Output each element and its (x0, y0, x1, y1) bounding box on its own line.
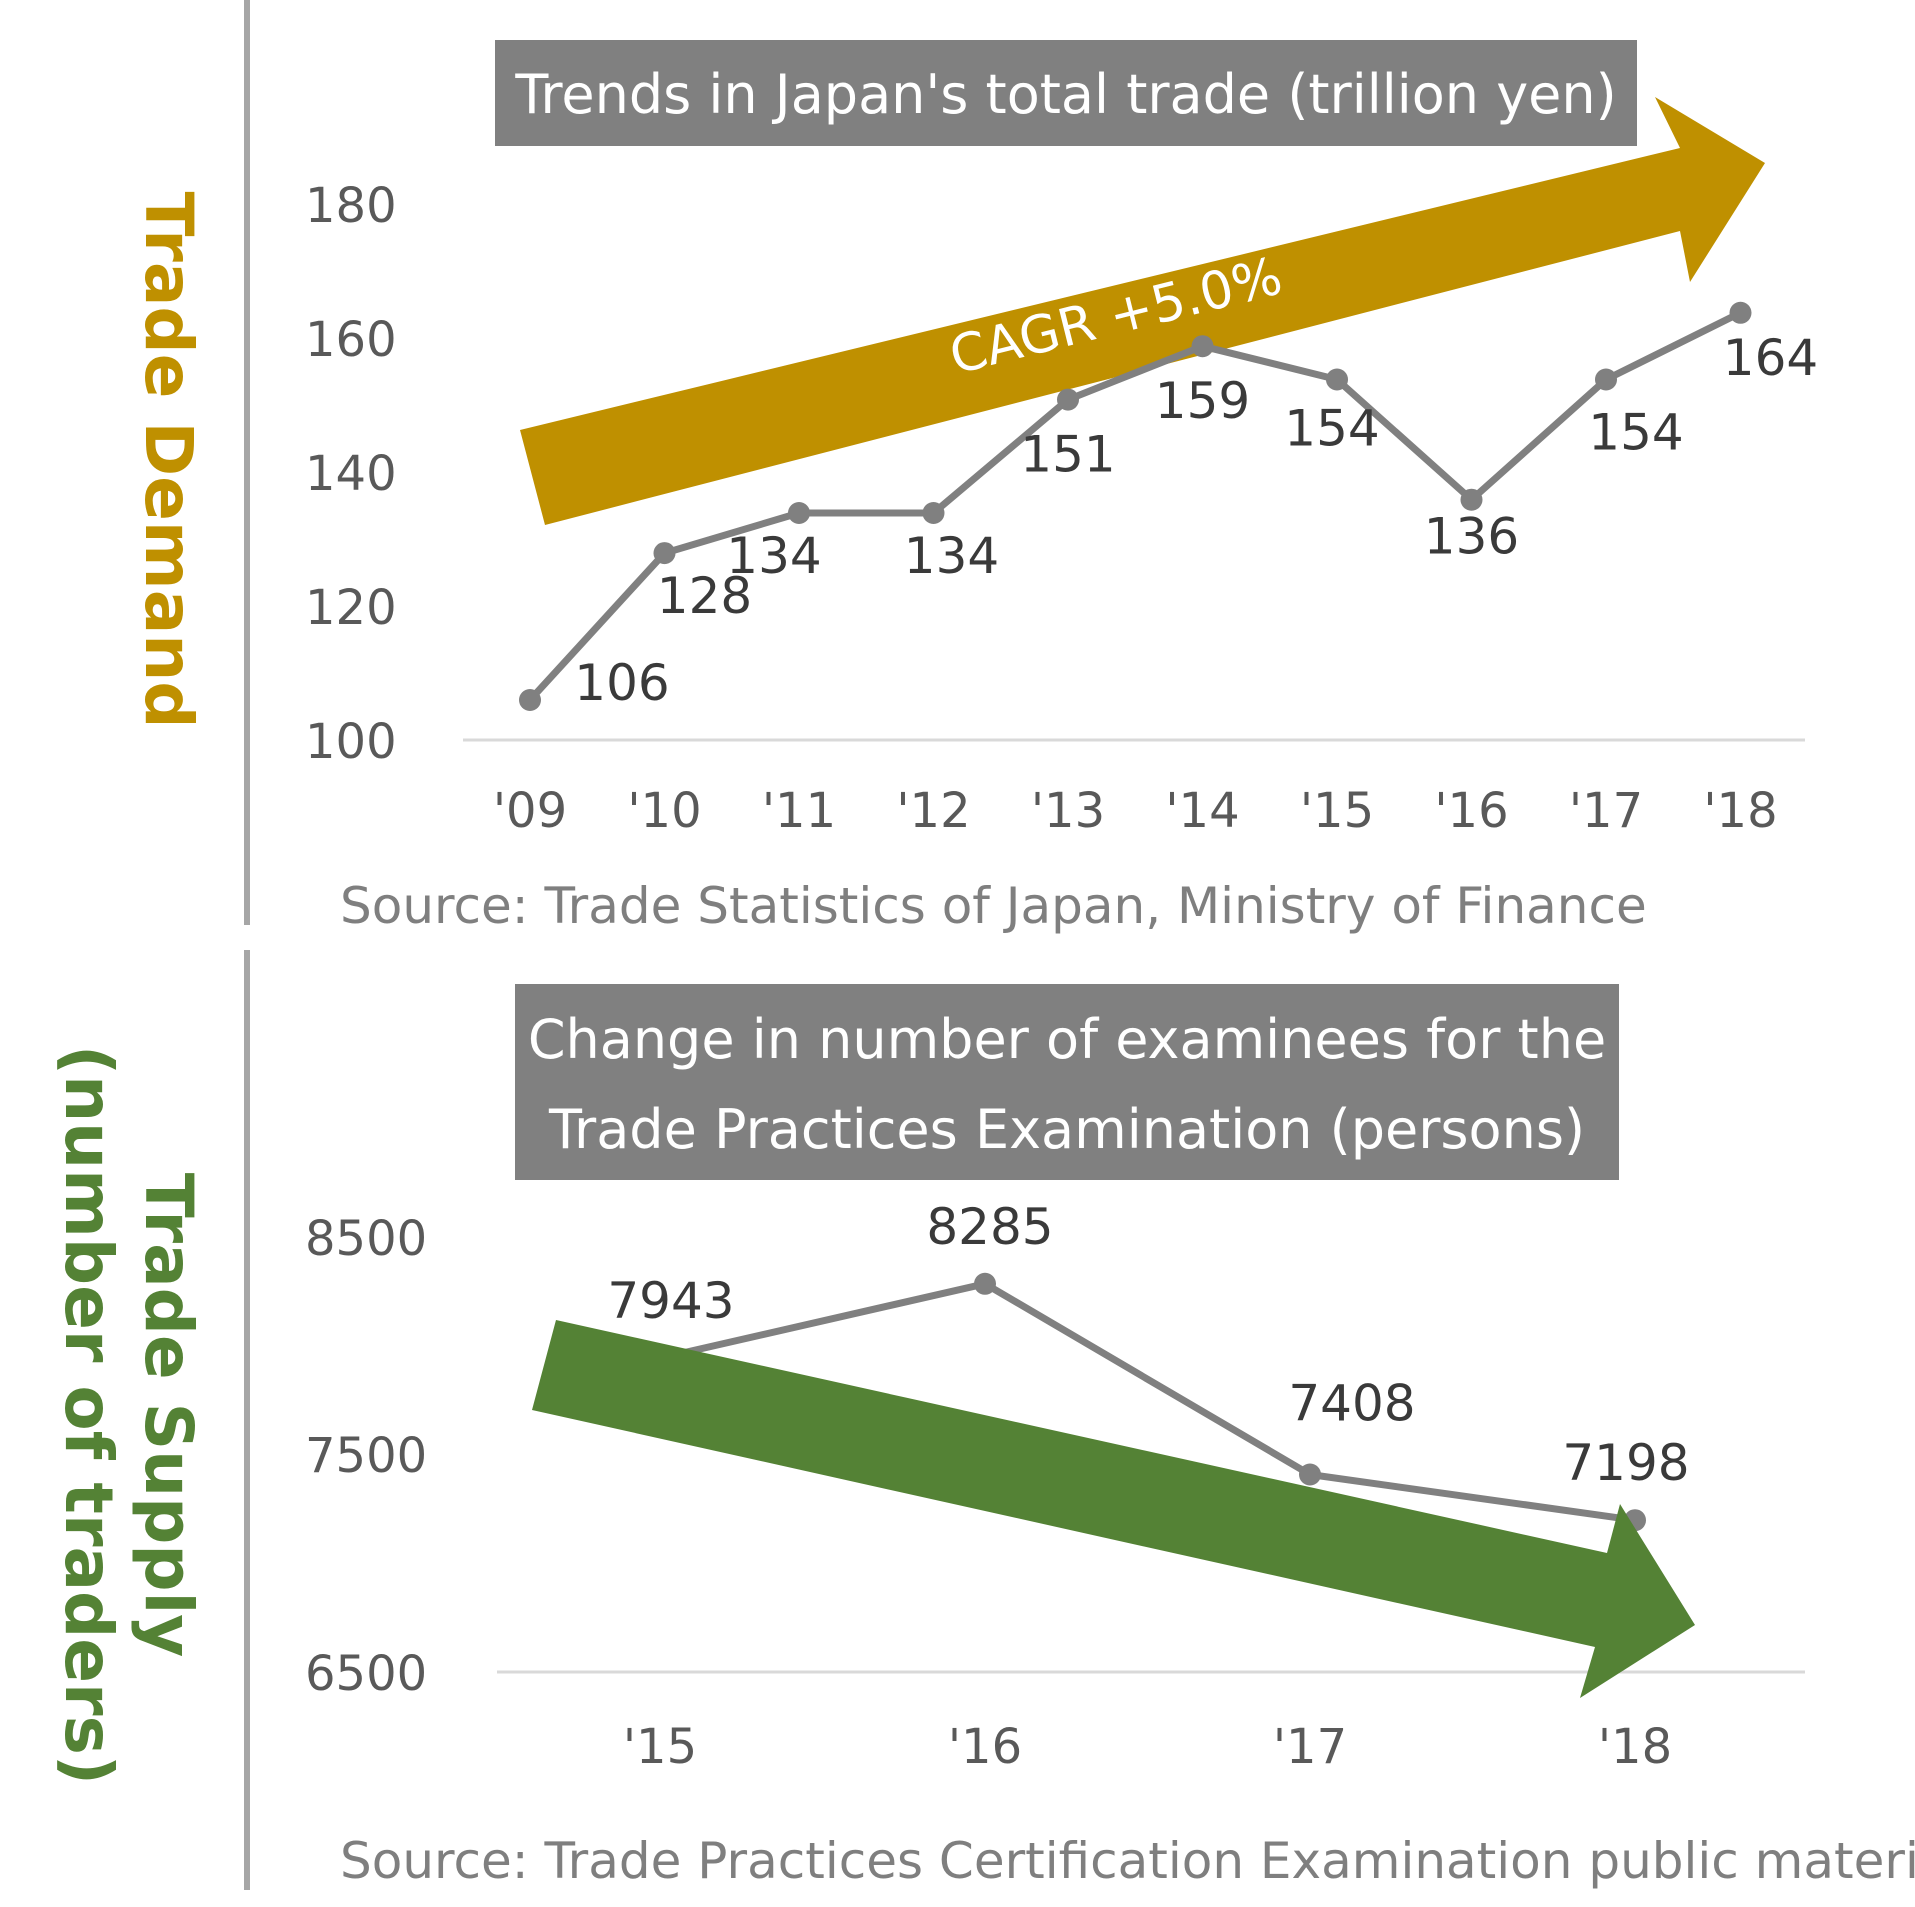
top-source: Source: Trade Statistics of Japan, Minis… (340, 877, 1647, 935)
data-point (1299, 1463, 1321, 1486)
bottom-chart-title-box (515, 984, 1619, 1180)
x-tick-label: '14 (1165, 783, 1239, 839)
x-tick-label: '16 (1434, 783, 1508, 839)
bottom-chart-title-line2: Trade Practices Examination (persons) (548, 1098, 1585, 1161)
x-tick-label: '17 (1569, 783, 1643, 839)
y-tick-label: 160 (305, 312, 397, 368)
y-tick-label: 120 (305, 580, 397, 636)
trade-line (527, 309, 1743, 703)
data-point (922, 502, 945, 524)
x-tick-labels: '15 '16 '17 '18 (623, 1719, 1672, 1775)
bottom-chart-title-line1: Change in number of examinees for the (528, 1008, 1606, 1071)
data-point (1326, 368, 1348, 391)
x-tick-label: '17 (1273, 1719, 1347, 1775)
data-label: 7943 (607, 1272, 734, 1330)
top-chart-title: Trends in Japan's total trade (trillion … (514, 63, 1616, 126)
x-tick-labels: '09 '10 '11 '12 '13 '14 '15 '16 '17 '18 (493, 783, 1778, 839)
data-point (1057, 388, 1079, 411)
y-tick-label: 7500 (305, 1428, 427, 1484)
trade-demand-chart: CAGR +5.0% Trends in Japan's total trade… (305, 40, 1818, 935)
data-point (788, 502, 810, 524)
data-label: 134 (904, 527, 999, 585)
data-label: 164 (1723, 329, 1818, 387)
data-point (1191, 335, 1214, 358)
data-label: 154 (1588, 404, 1683, 462)
y-tick-label: 8500 (305, 1211, 427, 1267)
data-label: 151 (1020, 426, 1115, 484)
x-tick-label: '16 (948, 1719, 1022, 1775)
y-tick-label: 180 (305, 178, 397, 234)
trade-supply-chart: Change in number of examinees for the Tr… (305, 984, 1915, 1890)
x-tick-label: '11 (762, 783, 836, 839)
trade-markers (519, 301, 1752, 711)
data-point (519, 689, 541, 711)
data-label: 159 (1155, 372, 1250, 430)
data-label: 134 (726, 527, 821, 585)
x-tick-label: '13 (1031, 783, 1105, 839)
data-label: 7408 (1288, 1375, 1415, 1433)
x-tick-label: '09 (493, 783, 567, 839)
x-tick-label: '10 (627, 783, 701, 839)
data-label: 8285 (926, 1198, 1053, 1256)
data-point (974, 1272, 996, 1295)
x-tick-label: '12 (896, 783, 970, 839)
data-point (1595, 368, 1617, 391)
data-point (1729, 301, 1752, 324)
growth-arrow (520, 97, 1765, 525)
top-chart-title-box (495, 40, 1637, 146)
y-tick-label: 6500 (305, 1646, 427, 1702)
bottom-source: Source: Trade Practices Certification Ex… (340, 1832, 1915, 1890)
trade-supply-label: Trade Supply (130, 1173, 207, 1658)
data-label: 154 (1284, 400, 1379, 458)
examinee-line (659, 1280, 1636, 1524)
data-label: 136 (1424, 508, 1519, 566)
x-tick-label: '15 (1300, 783, 1374, 839)
trade-demand-label: Trade Demand (130, 192, 207, 729)
x-tick-label: '18 (1703, 783, 1777, 839)
trade-supply-sublabel: (number of traders) (50, 1045, 127, 1785)
decline-arrow (532, 1320, 1695, 1698)
y-tick-label: 100 (305, 714, 397, 770)
data-label: 7198 (1562, 1434, 1689, 1492)
data-label: 128 (657, 567, 752, 625)
x-tick-label: '18 (1598, 1719, 1672, 1775)
examinee-data-labels: 7943 8285 7408 7198 (607, 1198, 1689, 1492)
data-label: 106 (574, 654, 669, 712)
data-point (1460, 488, 1483, 511)
data-point (653, 542, 676, 565)
x-tick-label: '15 (623, 1719, 697, 1775)
y-tick-label: 140 (305, 446, 397, 502)
